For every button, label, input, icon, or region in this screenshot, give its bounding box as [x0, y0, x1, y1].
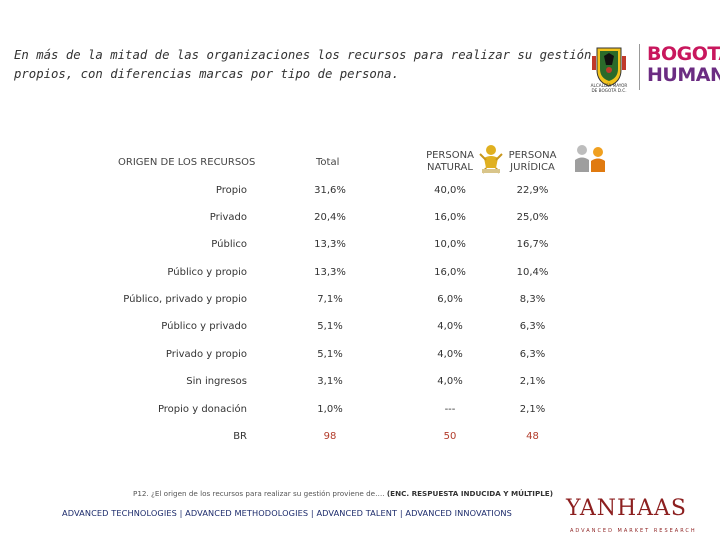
- cell-total: 20,4%: [314, 212, 346, 223]
- cell-natural: 40,0%: [434, 185, 466, 196]
- header-juridica-line-1: PERSONA: [508, 150, 557, 161]
- persona-juridica-icon: [575, 145, 605, 172]
- headline-line-2: propios, con diferencias marcas por tipo…: [14, 67, 399, 81]
- cell-juridica: 2,1%: [519, 404, 546, 415]
- cell-total: 5,1%: [317, 349, 343, 360]
- cell-juridica: 16,7%: [516, 239, 549, 250]
- cell-natural: 16,0%: [434, 267, 466, 278]
- header-persona-juridica: PERSONA JURÍDICA: [505, 150, 560, 174]
- cell-total: 3,1%: [317, 376, 343, 387]
- footer-tagline: ADVANCED TECHNOLOGIES | ADVANCED METHODO…: [62, 508, 512, 518]
- cell-total: 5,1%: [317, 321, 343, 332]
- slide-headline: En más de la mitad de las organizaciones…: [14, 46, 622, 84]
- cell-juridica: 22,9%: [516, 185, 549, 196]
- cell-total: 98: [323, 431, 337, 442]
- row-label: Público: [211, 239, 247, 250]
- cell-juridica: 6,3%: [519, 321, 546, 332]
- header-juridica-line-2: JURÍDICA: [510, 162, 555, 173]
- cell-natural: ---: [444, 404, 456, 415]
- footnote-question: P12. ¿El origen de los recursos para rea…: [133, 489, 385, 498]
- cell-juridica: 8,3%: [519, 294, 546, 305]
- row-label: Público y propio: [167, 267, 247, 278]
- cell-total: 13,3%: [314, 239, 346, 250]
- persona-natural-icon: [479, 145, 503, 174]
- cell-natural: 16,0%: [434, 212, 466, 223]
- table-row: Privado 20,4% 16,0% 25,0%: [0, 212, 720, 228]
- question-footnote: P12. ¿El origen de los recursos para rea…: [133, 489, 553, 498]
- yanhaas-logo-subtitle: ADVANCED MARKET RESEARCH: [570, 528, 697, 534]
- row-label: Privado y propio: [165, 349, 247, 360]
- yanhaas-logo: YANHAAS: [566, 496, 687, 521]
- header-natural-line-1: PERSONA: [426, 150, 474, 161]
- cell-juridica: 6,3%: [519, 349, 546, 360]
- alcaldia-seal-logo: [592, 47, 626, 87]
- table-row: Público y privado 5,1% 4,0% 6,3%: [0, 321, 720, 337]
- row-label: Público, privado y propio: [123, 294, 247, 305]
- header-total: Total: [316, 157, 340, 168]
- table-row: Público 13,3% 10,0% 16,7%: [0, 239, 720, 255]
- table-row-base: BR 98 50 48: [0, 431, 720, 447]
- row-label: BR: [233, 431, 247, 442]
- cell-total: 31,6%: [314, 185, 346, 196]
- cell-natural: 50: [443, 431, 457, 442]
- cell-natural: 4,0%: [437, 349, 463, 360]
- cell-juridica: 10,4%: [516, 267, 549, 278]
- cell-natural: 4,0%: [437, 376, 463, 387]
- cell-total: 13,3%: [314, 267, 346, 278]
- table-row: Propio 31,6% 40,0% 22,9%: [0, 185, 720, 201]
- row-label: Sin ingresos: [186, 376, 247, 387]
- row-label: Privado: [209, 212, 247, 223]
- cell-juridica: 25,0%: [516, 212, 549, 223]
- table-row: Sin ingresos 3,1% 4,0% 2,1%: [0, 376, 720, 392]
- table-row: Propio y donación 1,0% --- 2,1%: [0, 404, 720, 420]
- alcaldia-logo-text: ALCALDÍA MAYOR DE BOGOTÁ D.C.: [578, 83, 640, 93]
- footnote-note: (ENC. RESPUESTA INDUCIDA Y MÚLTIPLE): [386, 489, 553, 498]
- alcaldia-text-line-2: DE BOGOTÁ D.C.: [591, 88, 627, 93]
- bogota-humana-logo: BOGOTÁ HUMANA: [647, 44, 720, 86]
- cell-total: 1,0%: [317, 404, 343, 415]
- headline-line-1: En más de la mitad de las organizaciones…: [14, 48, 622, 62]
- header-natural-line-2: NATURAL: [427, 162, 473, 173]
- bogota-logo-line-1: BOGOTÁ: [647, 43, 720, 65]
- cell-total: 7,1%: [317, 294, 343, 305]
- table-row: Público, privado y propio 7,1% 6,0% 8,3%: [0, 294, 720, 310]
- table-row: Público y propio 13,3% 16,0% 10,4%: [0, 267, 720, 283]
- table-row: Privado y propio 5,1% 4,0% 6,3%: [0, 349, 720, 365]
- cell-natural: 6,0%: [437, 294, 463, 305]
- header-row-label: ORIGEN DE LOS RECURSOS: [118, 157, 256, 168]
- cell-natural: 10,0%: [434, 239, 466, 250]
- alcaldia-text-line-1: ALCALDÍA MAYOR: [590, 83, 628, 88]
- row-label: Propio: [215, 185, 247, 196]
- header-persona-natural: PERSONA NATURAL: [420, 150, 480, 174]
- row-label: Propio y donación: [157, 404, 247, 415]
- cell-juridica: 2,1%: [519, 376, 546, 387]
- row-label: Público y privado: [161, 321, 247, 332]
- bogota-logo-line-2: HUMANA: [647, 64, 720, 86]
- logo-divider: [639, 44, 640, 90]
- cell-juridica: 48: [526, 431, 539, 442]
- cell-natural: 4,0%: [437, 321, 463, 332]
